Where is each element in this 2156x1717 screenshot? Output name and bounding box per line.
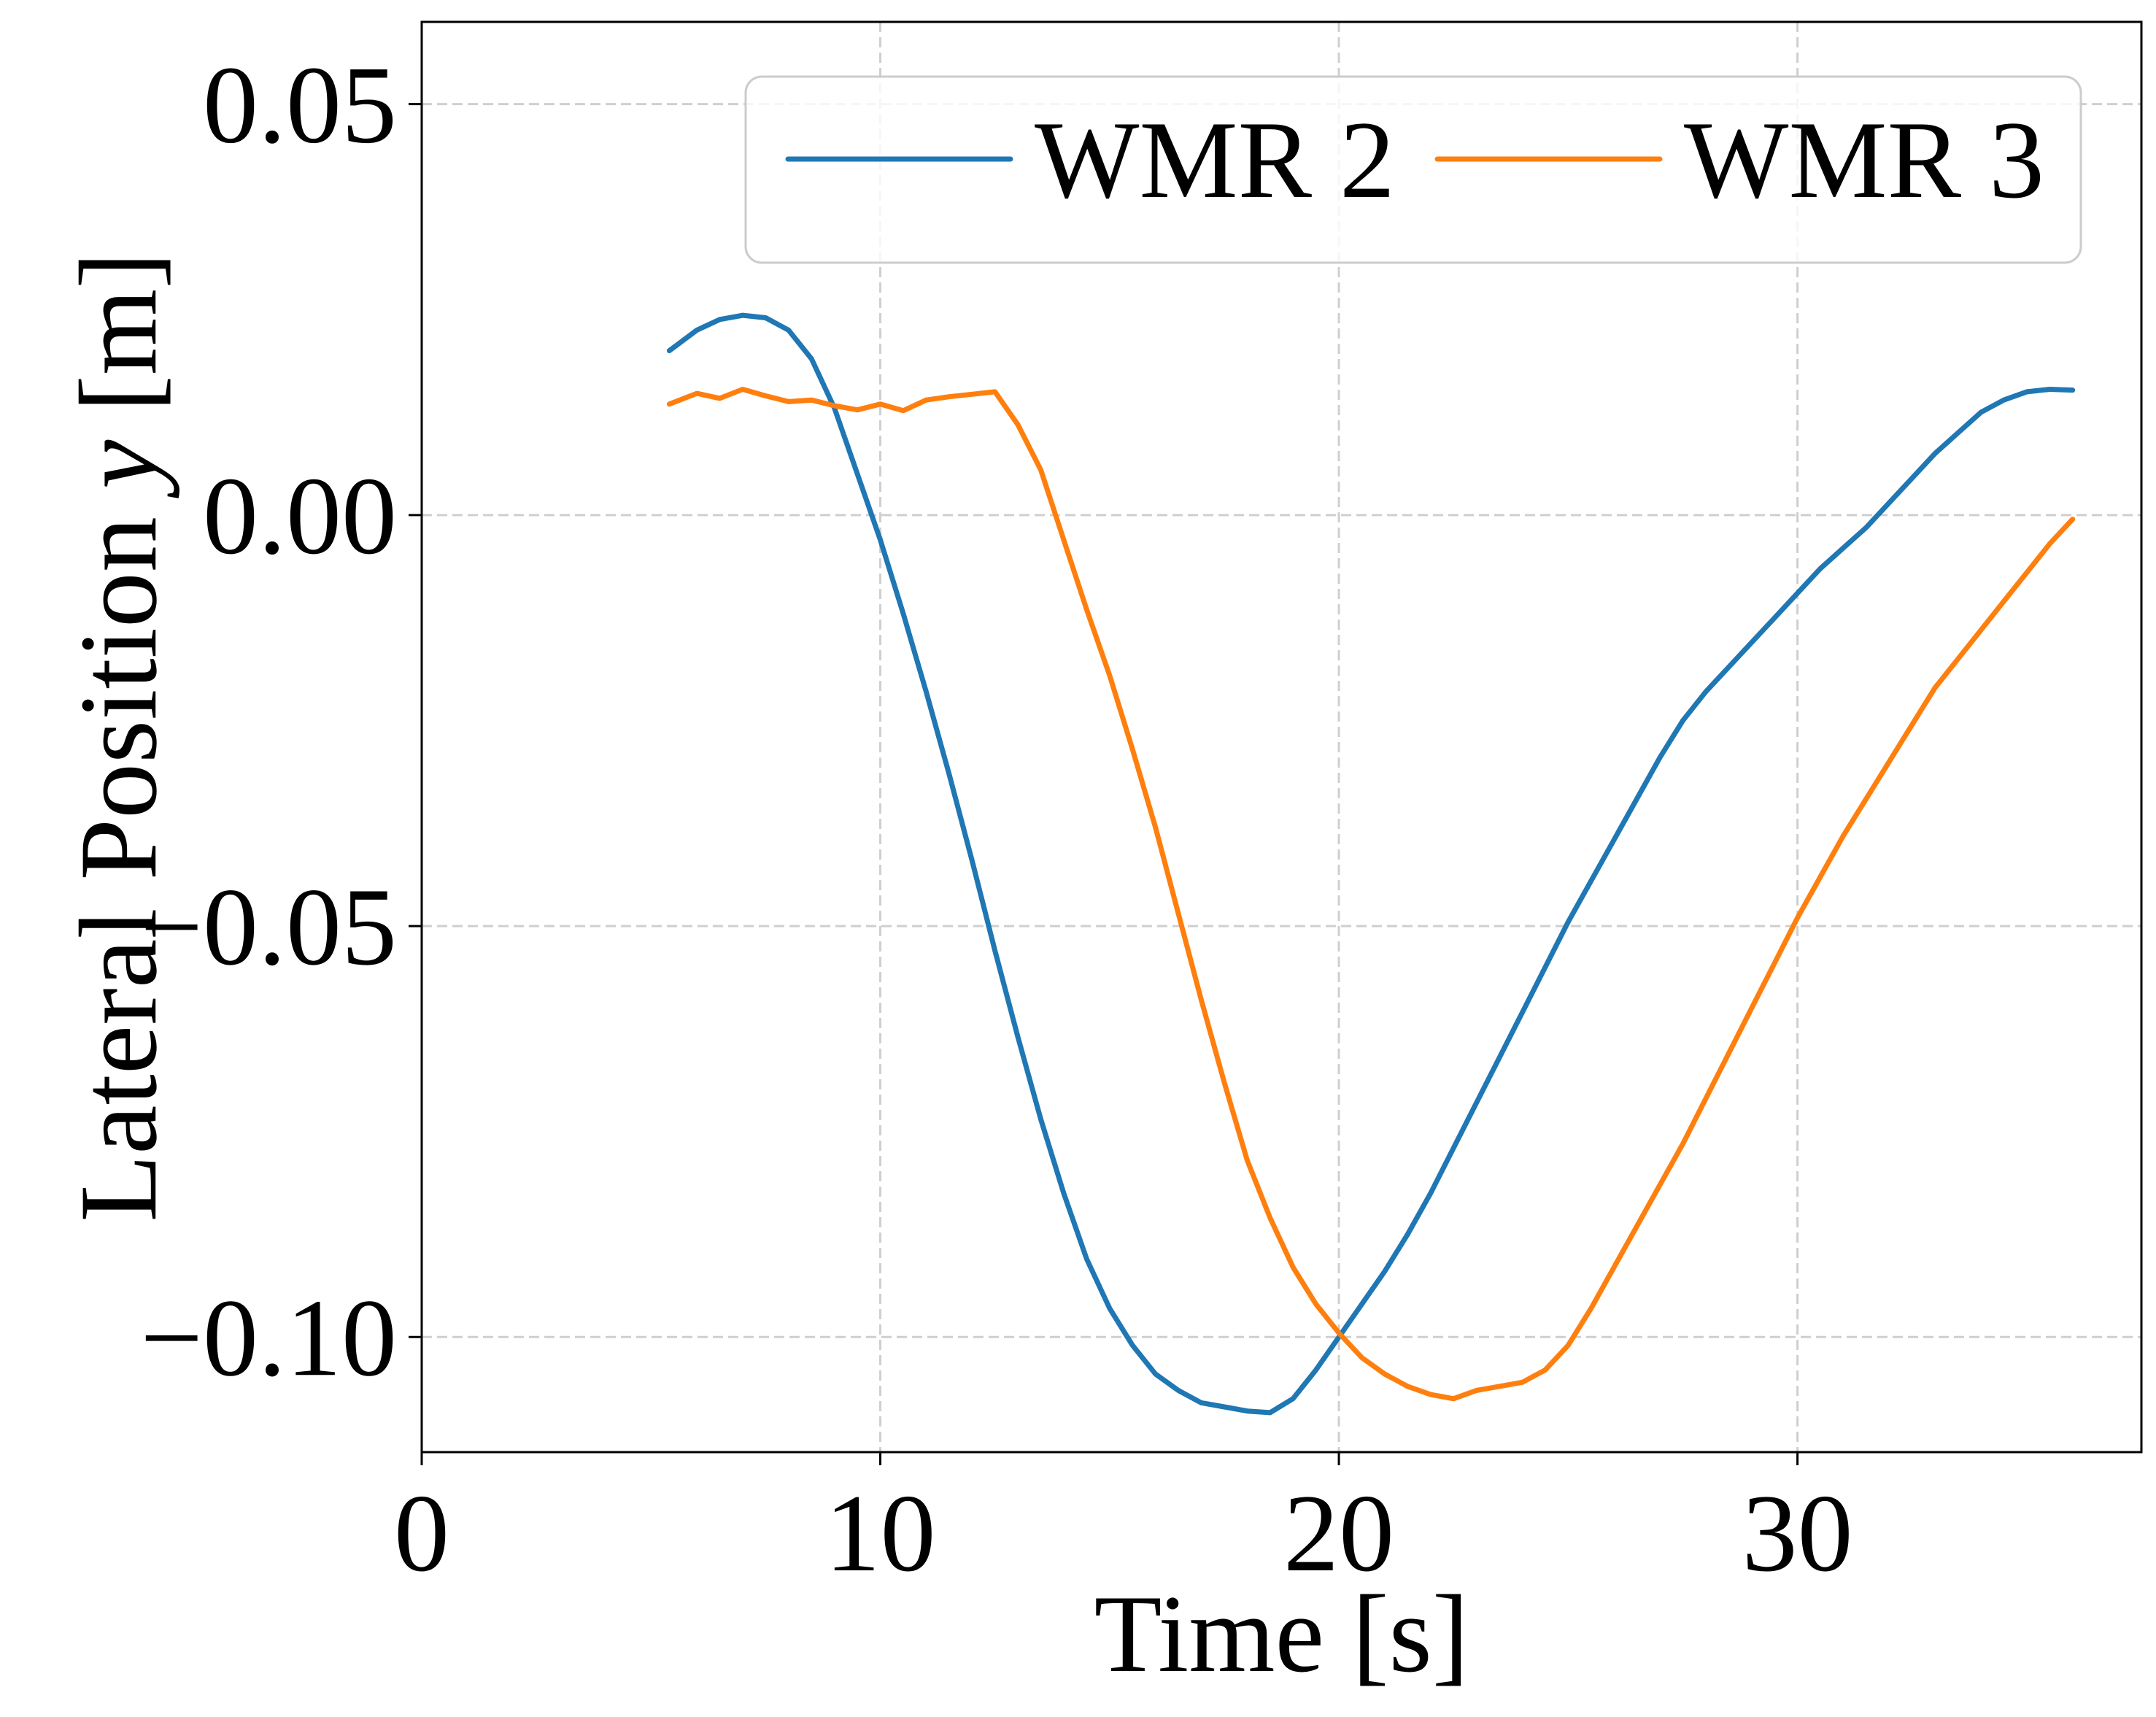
y-tick-label: 0.05 xyxy=(203,44,397,166)
series-layer xyxy=(666,312,2076,1416)
y-tick-label: −0.10 xyxy=(140,1276,397,1399)
axis-ticks: 0 10 20 30 0.05 0.00 −0.05 −0.10 xyxy=(140,44,1852,1594)
legend-box xyxy=(744,75,2082,264)
x-tick-label: 0 xyxy=(394,1472,449,1594)
y-tick-label: −0.05 xyxy=(140,865,397,988)
y-axis-label: Lateral Position y [m] xyxy=(57,252,179,1222)
legend-label-wmr-2: WMR 2 xyxy=(1035,99,1395,221)
plot-frame xyxy=(420,20,2143,1454)
x-tick-label: 30 xyxy=(1742,1472,1853,1594)
y-tick-label: 0.00 xyxy=(203,455,397,577)
legend-label-wmr-3: WMR 3 xyxy=(1684,99,2044,221)
x-axis-label: Time [s] xyxy=(1094,1573,1469,1695)
legend: WMR 2 WMR 3 xyxy=(744,75,2082,264)
y-axis-label-suffix: [m] xyxy=(57,252,179,439)
series-line-wmr-2 xyxy=(666,312,2076,1416)
y-axis-label-variable: y xyxy=(57,439,179,498)
y-axis-label-prefix: Lateral Position xyxy=(57,489,179,1222)
x-tick-label: 10 xyxy=(825,1472,936,1594)
series-line-wmr-3 xyxy=(666,387,2076,1402)
x-tick-label: 20 xyxy=(1283,1472,1394,1594)
